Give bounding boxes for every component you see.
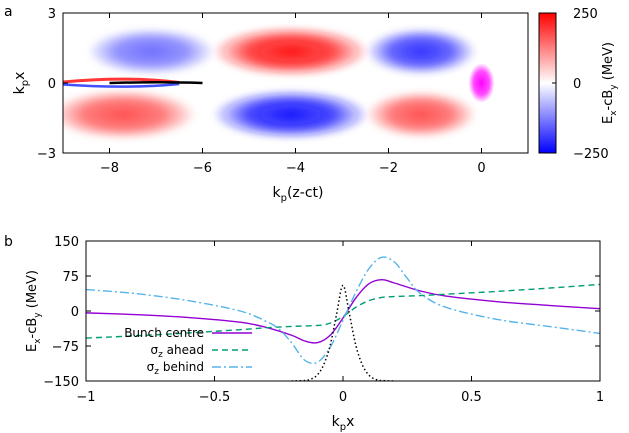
heatmap [63, 13, 528, 153]
panel-b-x-ticks: −1 −0.5 0 0.5 1 [76, 241, 604, 405]
legend-item-sigma-ahead: σz ahead [151, 343, 252, 360]
panel-b: b −1 −0.5 0 0.5 1 150 75 0 −75 −150 kpx Ex-cBy (… [4, 234, 604, 433]
panel-b-label: b [4, 234, 13, 250]
panel-b-y-axis-label: Ex-cBy (MeV) [25, 270, 43, 352]
legend-label-bunch-centre: Bunch centre [124, 326, 204, 340]
heatmap-lobes [63, 26, 477, 140]
panel-b-y-ticks: 150 75 0 −75 −150 [43, 235, 600, 390]
legend-label-sigma-ahead: σz ahead [151, 343, 204, 360]
y-tick-label: −150 [43, 375, 79, 390]
y-tick-label: −3 [37, 147, 56, 162]
panel-a-x-ticks: −8 −6 −4 −2 0 [100, 13, 486, 176]
colorbar-tick-label: 0 [573, 77, 581, 92]
legend-item-sigma-behind: σz behind [147, 360, 252, 377]
panel-a-x-axis-label: kp(z-ct) [273, 185, 324, 204]
x-tick-label: 1 [596, 390, 604, 405]
heatmap-lobe [365, 27, 477, 76]
colorbar-ticks: 250 0 −250 [552, 7, 609, 162]
x-tick-label: −2 [379, 161, 398, 176]
series-bunch-centre [86, 279, 600, 344]
drive-bunch [468, 63, 495, 103]
series-sigma-ahead [86, 283, 600, 339]
y-tick-label: 0 [71, 305, 79, 320]
colorbar: 250 0 −250 Ex-cBy (MeV) [538, 7, 619, 162]
legend: Bunch centre σz ahead σz behind [124, 326, 252, 377]
panel-a-y-axis-label: kpx [12, 72, 31, 95]
x-tick-label: −1 [76, 390, 95, 405]
panel-a-label: a [4, 4, 13, 20]
heatmap-lobe [63, 89, 197, 140]
filament-lower [63, 82, 180, 88]
colorbar-tick-label: −250 [573, 147, 609, 162]
panel-a-y-ticks: 3 0 −3 [37, 7, 68, 162]
colorbar-tick-label: 250 [573, 7, 598, 22]
x-tick-label: −0.5 [199, 390, 231, 405]
x-tick-label: 0 [339, 390, 347, 405]
x-tick-label: 0.5 [461, 390, 482, 405]
colorbar-label: Ex-cBy (MeV) [601, 42, 619, 124]
panel-b-x-axis-label: kpx [332, 414, 355, 433]
x-tick-label: −6 [193, 161, 212, 176]
heatmap-lobe [365, 90, 477, 139]
legend-item-bunch-centre: Bunch centre [124, 326, 252, 340]
y-tick-label: 150 [54, 235, 79, 250]
series-sigma-behind [86, 256, 600, 365]
line-series [86, 256, 600, 381]
y-tick-label: 75 [62, 270, 79, 285]
heatmap-lobe [212, 89, 370, 140]
x-tick-label: −4 [286, 161, 305, 176]
series-bunch-profile [291, 284, 395, 381]
y-tick-label: 0 [48, 77, 56, 92]
y-tick-label: −75 [52, 340, 79, 355]
filament-core [109, 81, 203, 85]
heatmap-features [63, 63, 495, 103]
panel-a: a −8 −6 −4 −2 0 3 0 −3 kp(z-ct) kpx 250 0 −250 E… [4, 4, 619, 204]
heatmap-lobe [212, 26, 370, 77]
heatmap-lobe [87, 27, 216, 76]
x-tick-label: 0 [477, 161, 485, 176]
legend-label-sigma-behind: σz behind [147, 360, 204, 377]
x-tick-label: −8 [100, 161, 119, 176]
y-tick-label: 3 [48, 7, 56, 22]
